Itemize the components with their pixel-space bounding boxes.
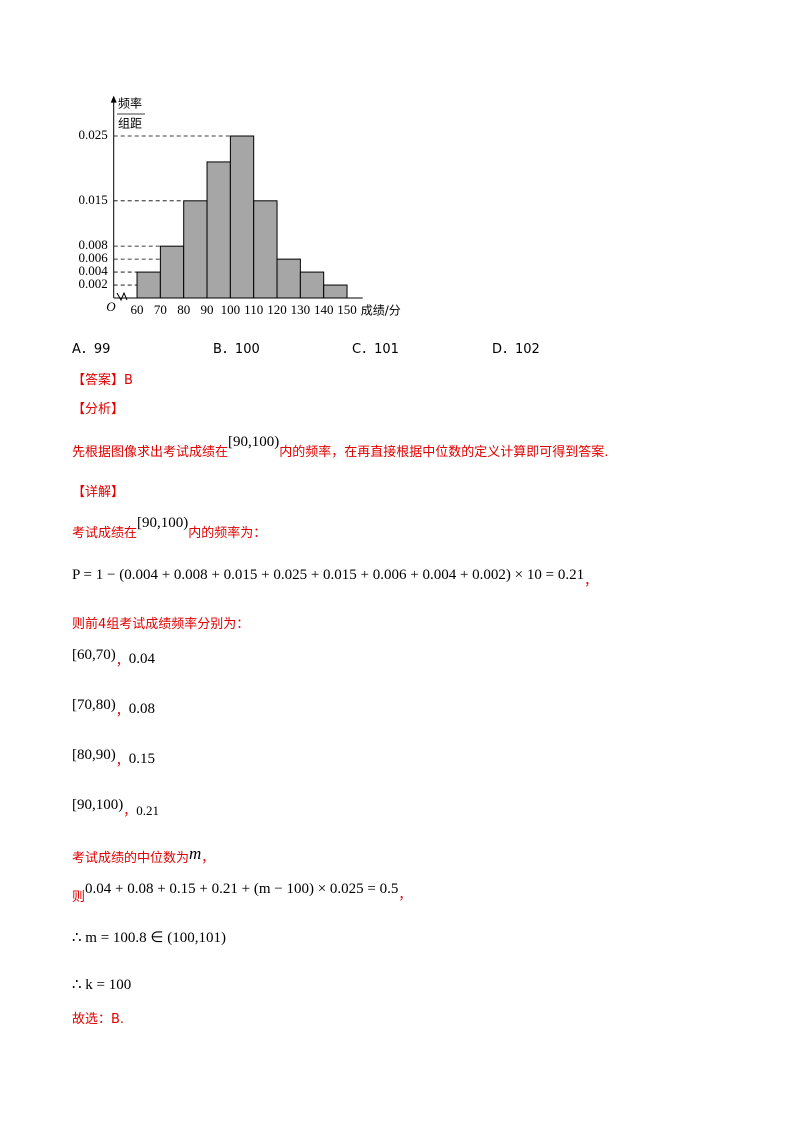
- y-tick-label: 0.008: [78, 237, 107, 252]
- option: B．100: [213, 342, 260, 357]
- text: ，: [115, 704, 129, 719]
- option: C．101: [352, 342, 399, 357]
- text: 内的频率为：: [188, 526, 267, 541]
- math: [70,80): [72, 697, 116, 713]
- detail-line: 则0.04 + 0.08 + 0.15 + 0.21 + (m − 100) ×…: [72, 880, 411, 905]
- option: A．99: [72, 342, 111, 357]
- detail-line: ∴ k = 100: [72, 977, 132, 993]
- x-tick-label: 100: [221, 302, 241, 317]
- analysis-label: 【分析】: [72, 402, 125, 417]
- y-tick-label: 0.006: [78, 250, 108, 265]
- y-tick-label: 0.002: [78, 276, 107, 291]
- math: 0.08: [128, 701, 156, 717]
- bar: [183, 200, 208, 299]
- math: [90,100): [137, 515, 189, 531]
- group-line: [70,80)，0.08: [72, 696, 156, 719]
- x-tick-label: 90: [201, 302, 214, 317]
- text: ，: [398, 888, 412, 903]
- x-tick-label: 130: [291, 302, 311, 317]
- bar: [276, 258, 301, 299]
- y-label-top: 频率: [118, 96, 142, 111]
- text: 考试成绩在: [72, 526, 138, 541]
- x-tick-label: 80: [177, 302, 190, 317]
- detail-line: 则前4组考试成绩频率分别为：: [72, 617, 250, 632]
- answer-label: 【答案】: [72, 373, 125, 388]
- answer: 【答案】B: [72, 372, 133, 390]
- math: m: [189, 844, 202, 863]
- text: 考试成绩的中位数为: [72, 851, 190, 866]
- text: 先根据图像求出考试成绩在: [72, 445, 229, 460]
- y-axis-arrow: [110, 95, 117, 103]
- text: ，: [115, 754, 129, 769]
- math: 0.15: [128, 751, 156, 767]
- bar: [206, 161, 231, 299]
- math: 0.04 + 0.08 + 0.15 + 0.21 + (m − 100) × …: [85, 881, 399, 897]
- axis-break: [116, 291, 128, 302]
- group-line: [60,70)，0.04: [72, 646, 156, 669]
- analysis-line: 先根据图像求出考试成绩在[90,100)内的频率，在再直接根据中位数的定义计算即…: [72, 434, 609, 462]
- text: ，: [123, 804, 137, 819]
- detail-line: 考试成绩在[90,100)内的频率为：: [72, 515, 267, 543]
- math: [60,70): [72, 647, 116, 663]
- x-tick-label: 110: [244, 302, 263, 317]
- group-line: [90,100)，0.21: [72, 796, 160, 819]
- y-tick-label: 0.025: [78, 127, 107, 142]
- math: P = 1 − (0.004 + 0.008 + 0.015 + 0.025 +…: [72, 567, 585, 583]
- math: [90,100): [72, 797, 124, 813]
- y-tick-label: 0.015: [78, 192, 107, 207]
- group-line: [80,90)，0.15: [72, 746, 156, 769]
- math: [80,90): [72, 747, 116, 763]
- x-tick-label: 60: [131, 302, 144, 317]
- detail-line: 考试成绩的中位数为m，: [72, 845, 215, 868]
- math: [90,100): [228, 434, 280, 450]
- detail-line: 故选：B.: [72, 1012, 125, 1027]
- bar: [229, 135, 255, 299]
- bar: [253, 200, 278, 299]
- text: ，: [584, 574, 598, 589]
- x-tick-label: 140: [314, 302, 334, 317]
- bar: [299, 271, 325, 299]
- y-label-bottom: 组距: [118, 117, 142, 131]
- text: 则: [72, 890, 86, 905]
- bar: [323, 284, 348, 299]
- answer-text: B: [124, 373, 133, 388]
- option: D．102: [492, 342, 540, 357]
- detail-line: ∴ m = 100.8 ∈ (100,101): [72, 930, 226, 946]
- text: ，: [115, 654, 129, 669]
- bar: [136, 271, 161, 299]
- x-tick-label: 150: [337, 302, 357, 317]
- x-tick-label: 120: [267, 302, 287, 317]
- y-tick-label: 0.004: [78, 263, 108, 278]
- math: 0.21: [136, 803, 160, 818]
- detail-label: 【详解】: [72, 485, 125, 500]
- detail-line: P = 1 − (0.004 + 0.008 + 0.015 + 0.025 +…: [72, 566, 597, 589]
- math: 0.04: [128, 651, 156, 667]
- x-tick-label: 70: [154, 302, 167, 317]
- text: ，: [201, 851, 215, 866]
- bar: [159, 245, 185, 299]
- x-axis-label: 成绩/分: [361, 304, 401, 318]
- text: 内的频率，在再直接根据中位数的定义计算即可得到答案.: [279, 445, 609, 460]
- origin-label: O: [106, 299, 116, 314]
